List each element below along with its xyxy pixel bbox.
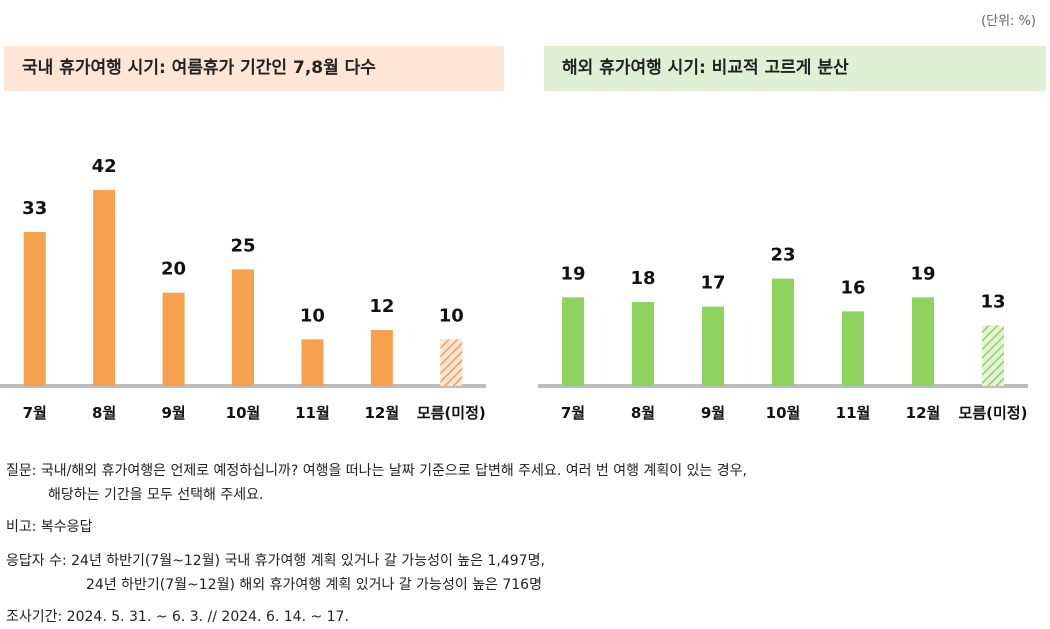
domestic-value-label: 33 [22, 198, 47, 219]
domestic-category-label: 모름(미정) [417, 404, 486, 422]
overseas-value-label: 19 [910, 263, 935, 284]
domestic-value-label: 20 [161, 259, 186, 280]
domestic-bar [232, 269, 254, 386]
overseas-category-label: 9월 [701, 404, 725, 422]
overseas-category-label: 12월 [906, 404, 941, 422]
domestic-chart-title: 국내 휴가여행 시기: 여름휴가 기간인 7,8월 다수 [4, 46, 504, 91]
domestic-bar [23, 232, 46, 386]
domestic-bar [370, 330, 393, 386]
domestic-bar [93, 190, 116, 386]
overseas-bar [842, 311, 864, 386]
overseas-category-label: 모름(미정) [959, 404, 1028, 422]
overseas-chart-title: 해외 휴가여행 시기: 비교적 고르게 분산 [544, 46, 1046, 91]
overseas-value-label: 13 [980, 291, 1005, 312]
overseas-bar [982, 325, 1004, 386]
overseas-bar [702, 306, 724, 386]
overseas-value-label: 23 [770, 245, 795, 266]
domestic-value-label: 10 [300, 305, 325, 326]
domestic-value-label: 42 [92, 156, 117, 177]
note-respondents-line2: 24년 하반기(7월~12월) 해외 휴가여행 계획 있거나 갈 가능성이 높은… [86, 577, 542, 593]
domestic-bar [301, 339, 324, 386]
domestic-value-label: 25 [230, 235, 255, 256]
overseas-bar [772, 278, 794, 386]
domestic-category-label: 9월 [161, 404, 185, 422]
overseas-value-label: 17 [700, 273, 725, 294]
overseas-bar [912, 297, 934, 386]
domestic-value-label: 12 [369, 296, 394, 317]
overseas-bar [632, 302, 654, 386]
domestic-category-label: 7월 [23, 404, 47, 422]
domestic-category-label: 12월 [365, 404, 400, 422]
overseas-category-label: 7월 [561, 404, 585, 422]
overseas-value-label: 16 [840, 277, 865, 298]
note-question-line2: 해당하는 기간을 모두 선택해 주세요. [48, 487, 264, 503]
bar-charts: 33 7월 42 8월 20 9월 25 10월 10 11월 12 12월 10 모름(미정) 19 7월 1… [0, 156, 1028, 422]
overseas-category-label: 8월 [631, 404, 655, 422]
domestic-bar [162, 292, 185, 386]
domestic-category-label: 11월 [295, 404, 330, 422]
domestic-value-label: 10 [439, 305, 464, 326]
domestic-category-label: 8월 [92, 404, 116, 422]
overseas-category-label: 10월 [766, 404, 801, 422]
note-survey-period: 조사기간: 2024. 5. 31. ~ 6. 3. // 2024. 6. 1… [6, 609, 349, 625]
unit-label: (단위: %) [981, 14, 1036, 29]
overseas-value-label: 19 [560, 263, 585, 284]
domestic-category-label: 10월 [226, 404, 261, 422]
domestic-bar [440, 339, 463, 386]
note-question-line1: 질문: 국내/해외 휴가여행은 언제로 예정하십니까? 여행을 떠나는 날짜 기… [6, 463, 747, 479]
overseas-value-label: 18 [630, 268, 655, 289]
note-respondents-line1: 응답자 수: 24년 하반기(7월~12월) 국내 휴가여행 계획 있거나 갈 … [6, 553, 545, 569]
overseas-bar [562, 297, 584, 386]
note-remark: 비고: 복수응답 [6, 519, 93, 535]
overseas-category-label: 11월 [836, 404, 871, 422]
